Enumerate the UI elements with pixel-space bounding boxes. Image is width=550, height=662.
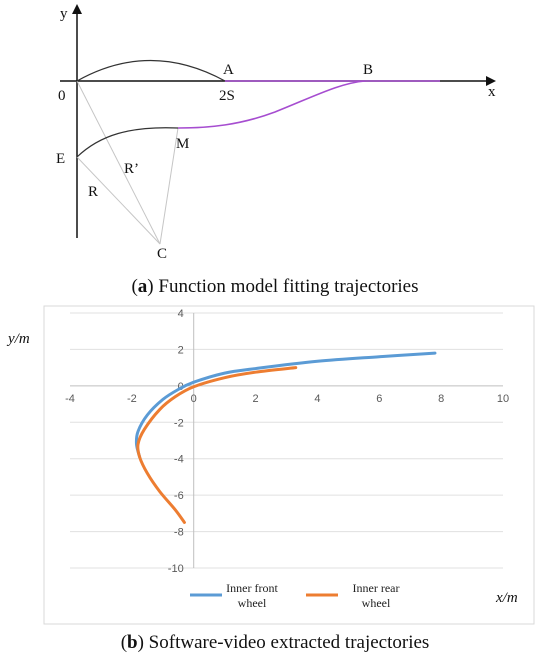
caption-b: (b) Software-video extracted trajectorie… [121, 632, 430, 653]
guide-line-origin-c [76, 80, 161, 245]
label-r: R [88, 184, 98, 200]
label-x: x [488, 84, 496, 100]
label-point-m: M [176, 136, 189, 152]
y-tick-labels: 420-2-4-6-8-10 [168, 308, 184, 575]
y-tick-label: -10 [168, 563, 184, 575]
x-tick-label: 4 [314, 393, 320, 405]
x-axis-label: x/m [495, 590, 518, 606]
label-point-a: A [223, 62, 234, 78]
lower-arc-curve [76, 127, 179, 158]
x-tick-label: 8 [438, 393, 444, 405]
upper-arc-curve [76, 60, 226, 82]
x-tick-label: 6 [376, 393, 382, 405]
label-point-c: C [157, 246, 167, 262]
series-line-inner-rear-wheel [136, 366, 298, 524]
figure-a-diagram: y x 0 A 2S B M E R’ R C (a) Function mod… [56, 4, 496, 297]
label-origin: 0 [58, 88, 66, 104]
label-point-b: B [363, 62, 373, 78]
caption-a: (a) Function model fitting trajectories [131, 276, 418, 297]
y-axis-label: y/m [6, 331, 30, 347]
guide-line-m-c [159, 127, 179, 245]
x-tick-label: 10 [497, 393, 509, 405]
y-tick-label: -4 [174, 454, 184, 466]
y-tick-label: -6 [174, 490, 184, 502]
fitted-curve-m-to-b [177, 80, 366, 129]
y-tick-label: -8 [174, 527, 184, 539]
legend-label-inner-rear-wheel: Inner rear [353, 581, 400, 595]
guide-line-e-c [76, 156, 161, 245]
x-tick-labels: -4 -2 0 2 4 6 8 10 [65, 393, 509, 405]
series-group [134, 351, 437, 524]
legend-label-inner-front-wheel: Inner front [226, 581, 278, 595]
x-tick-label: 2 [253, 393, 259, 405]
y-tick-label: 4 [178, 308, 184, 320]
label-y: y [60, 6, 68, 22]
x-tick-label: -4 [65, 393, 75, 405]
y-tick-label: 2 [178, 344, 184, 356]
y-tick-label: -2 [174, 417, 184, 429]
x-tick-label: -2 [127, 393, 137, 405]
label-point-e: E [56, 151, 65, 167]
axis-lines [70, 313, 503, 568]
label-r-prime: R’ [124, 161, 139, 177]
x-tick-label: 0 [191, 393, 197, 405]
legend-label-inner-rear-wheel-line2: wheel [362, 596, 391, 610]
legend-label-inner-front-wheel-line2: wheel [238, 596, 267, 610]
series-line-inner-front-wheel [134, 351, 437, 459]
legend: Inner front wheel Inner rear wheel [190, 581, 399, 610]
label-2s: 2S [219, 88, 235, 104]
chart-border [43, 305, 535, 625]
figure-b-chart: -4 -2 0 2 4 6 8 10 4 2 0 -2 -4 -6 -8 -10 y/m x/m Inner… [6, 305, 535, 653]
